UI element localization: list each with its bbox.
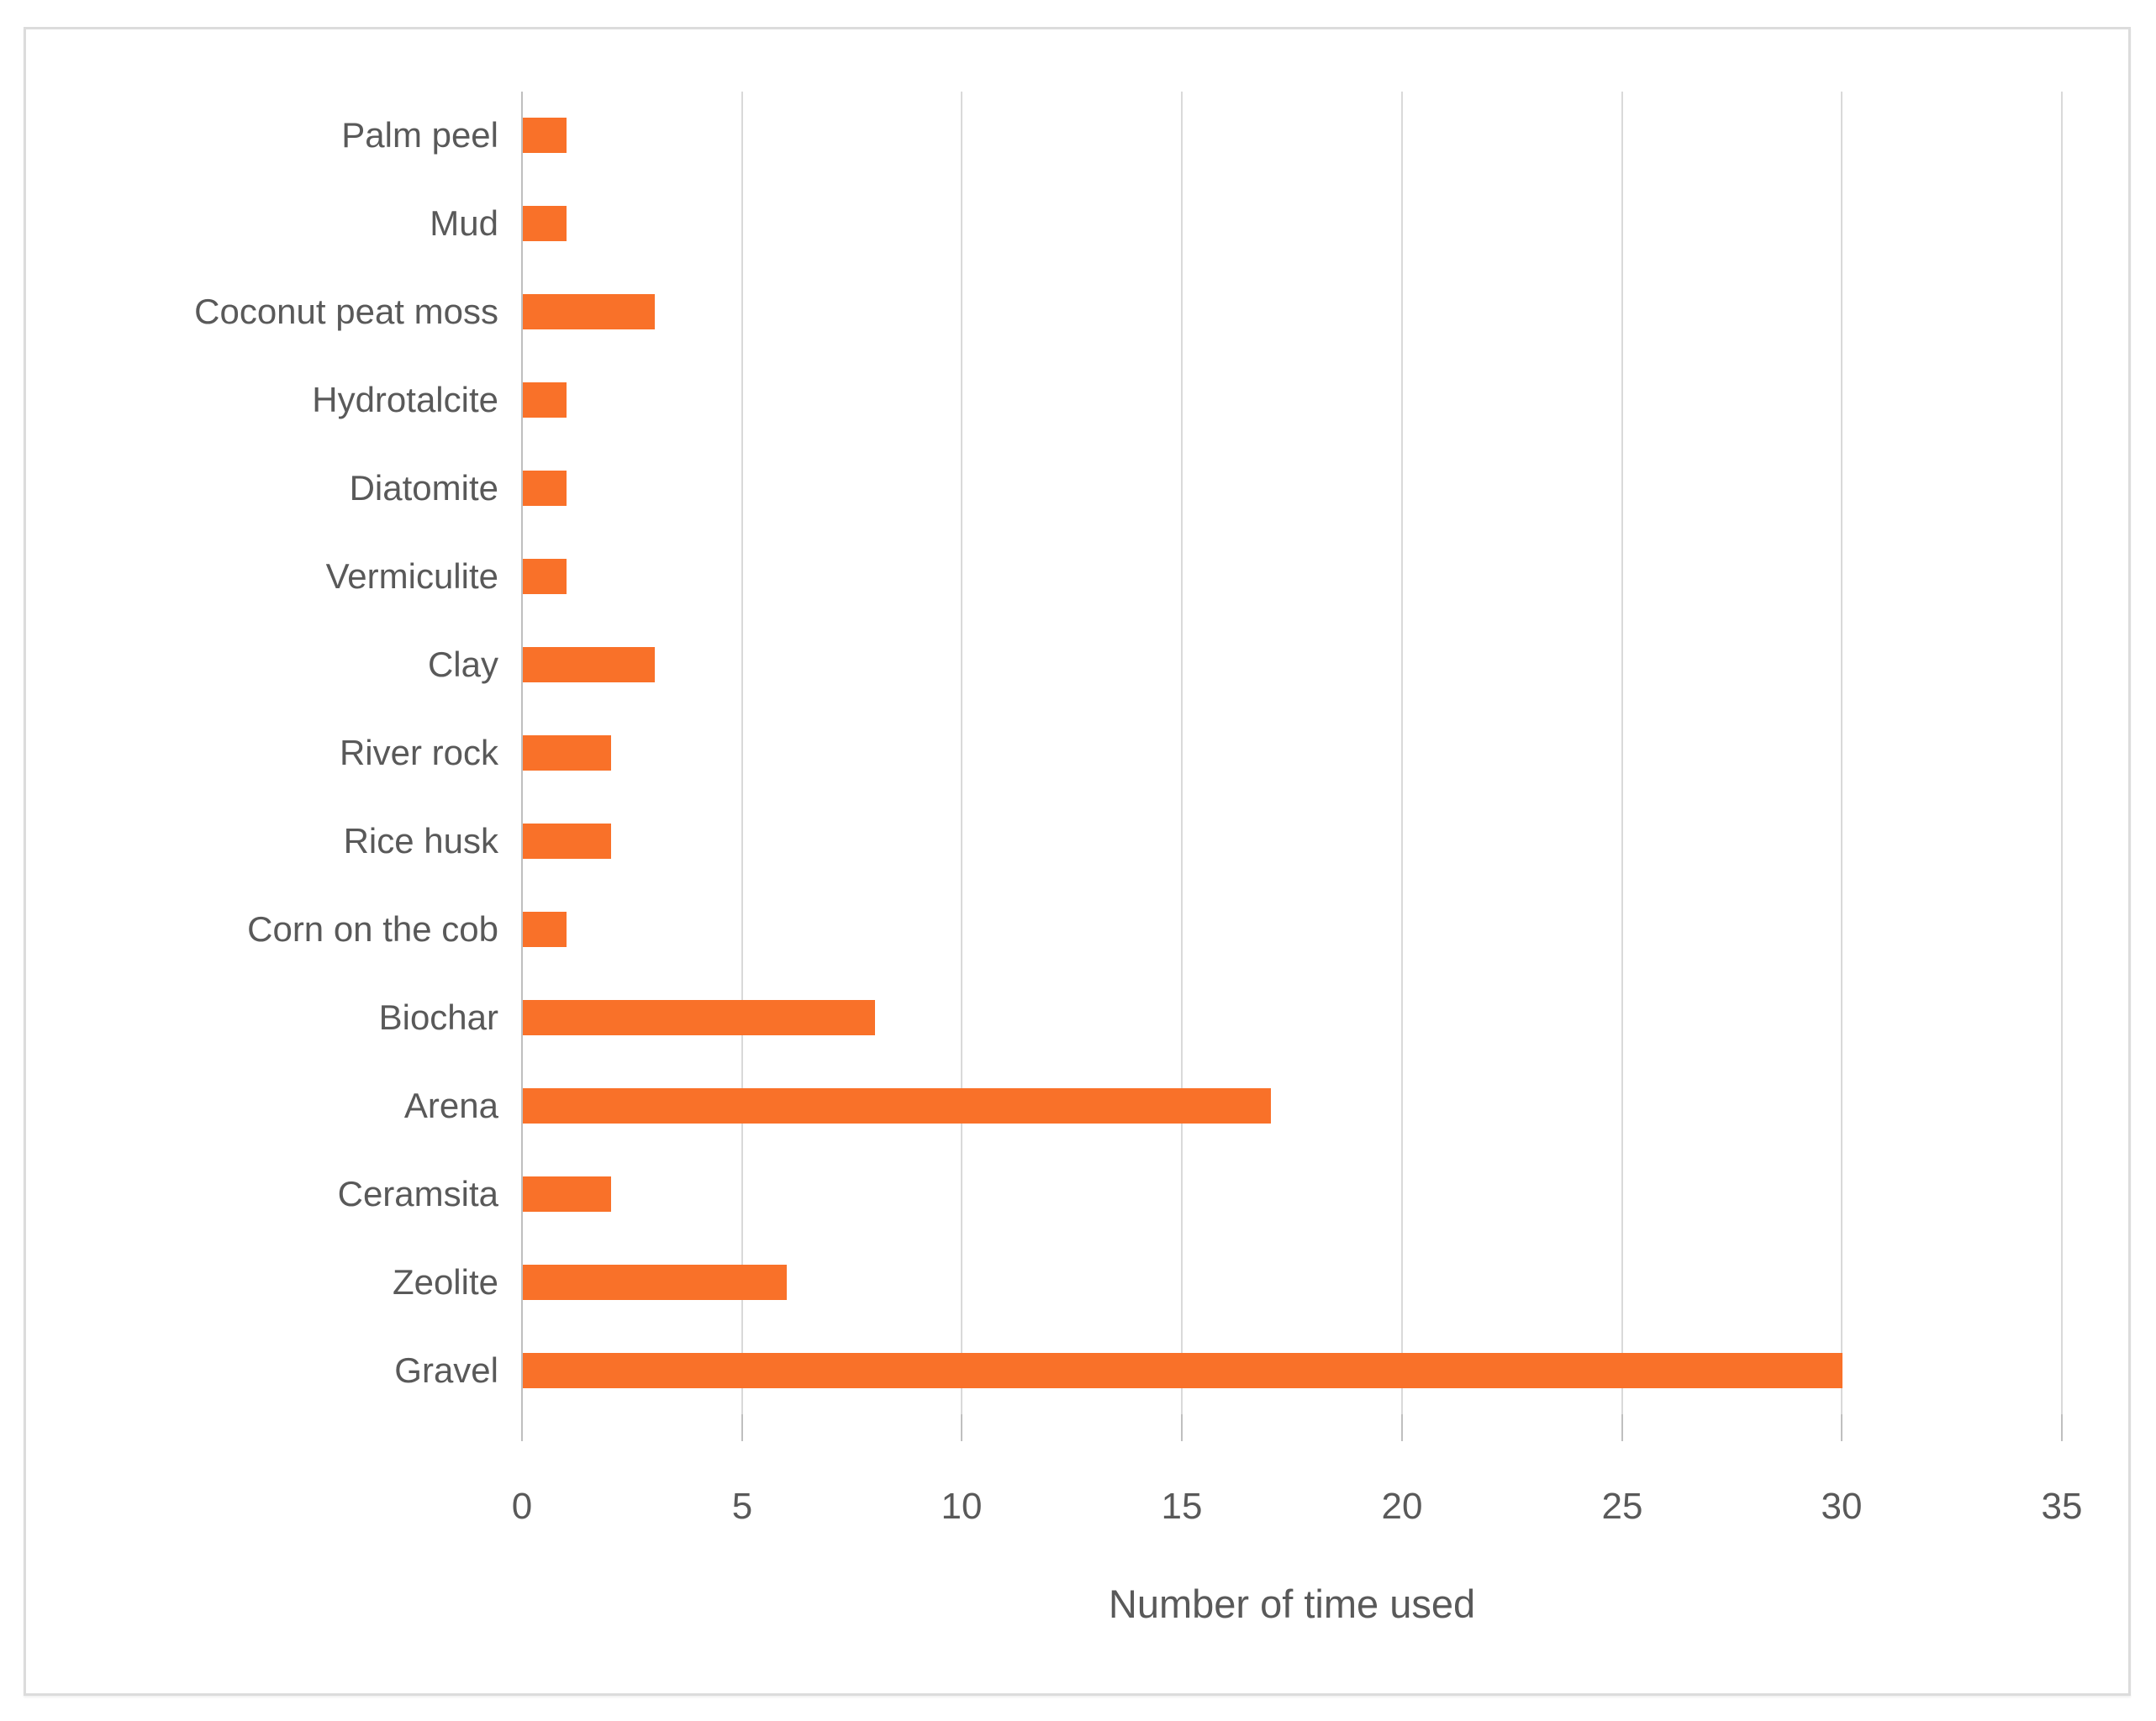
bar-ceramsita — [523, 1176, 611, 1212]
category-label-diatomite: Diatomite — [349, 468, 498, 508]
plot-area — [521, 92, 2063, 1414]
gridline-25 — [1621, 92, 1623, 1414]
tick-mark-5 — [741, 1414, 743, 1441]
category-label-zeolite: Zeolite — [392, 1262, 498, 1302]
bar-zeolite — [523, 1265, 787, 1300]
category-label-vermiculite: Vermiculite — [325, 556, 498, 596]
gridline-20 — [1401, 92, 1403, 1414]
tick-mark-30 — [1841, 1414, 1842, 1441]
category-label-biochar: Biochar — [378, 997, 498, 1037]
category-label-arena: Arena — [403, 1086, 498, 1125]
bar-corn-on-the-cob — [523, 912, 567, 947]
x-tick-label-10: 10 — [941, 1486, 983, 1527]
x-tick-label-30: 30 — [1821, 1486, 1863, 1527]
chart-frame: Palm peel Mud Coconut peat moss Hydrotalcit… — [24, 27, 2131, 1696]
bar-diatomite — [523, 471, 567, 506]
category-label-rice-husk: Rice husk — [343, 821, 498, 860]
gridline-35 — [2061, 92, 2063, 1414]
tick-mark-0 — [521, 1414, 523, 1441]
bar-rice-husk — [523, 824, 611, 859]
bar-river-rock — [523, 735, 611, 771]
gridline-5 — [741, 92, 743, 1414]
category-label-ceramsita: Ceramsita — [337, 1174, 498, 1213]
x-tick-label-5: 5 — [731, 1486, 753, 1527]
bar-arena — [523, 1088, 1271, 1124]
bar-gravel — [523, 1353, 1842, 1388]
category-label-river-rock: River rock — [339, 733, 498, 772]
bar-palm-peel — [523, 118, 567, 153]
bar-vermiculite — [523, 559, 567, 594]
bar-coconut-peat-moss — [523, 294, 655, 329]
bar-biochar — [523, 1000, 875, 1035]
category-label-coconut-peat-moss: Coconut peat moss — [194, 292, 498, 331]
tick-mark-35 — [2061, 1414, 2063, 1441]
x-tick-label-15: 15 — [1161, 1486, 1203, 1527]
bar-hydrotalcite — [523, 382, 567, 418]
tick-mark-10 — [961, 1414, 962, 1441]
category-label-corn-on-the-cob: Corn on the cob — [247, 909, 498, 949]
x-tick-label-35: 35 — [2041, 1486, 2083, 1527]
category-label-palm-peel: Palm peel — [341, 115, 498, 155]
tick-mark-20 — [1401, 1414, 1403, 1441]
gridline-10 — [961, 92, 962, 1414]
category-label-gravel: Gravel — [394, 1350, 498, 1390]
x-tick-label-25: 25 — [1601, 1486, 1643, 1527]
category-label-hydrotalcite: Hydrotalcite — [312, 380, 498, 419]
gridline-30 — [1841, 92, 1842, 1414]
x-tick-label-0: 0 — [511, 1486, 533, 1527]
bar-clay — [523, 647, 655, 682]
x-tick-label-20: 20 — [1381, 1486, 1423, 1527]
tick-mark-25 — [1621, 1414, 1623, 1441]
x-axis-title: Number of time used — [1108, 1582, 1476, 1626]
category-label-clay: Clay — [427, 645, 498, 684]
gridline-15 — [1181, 92, 1183, 1414]
tick-mark-15 — [1181, 1414, 1183, 1441]
y-axis-line — [521, 92, 523, 1414]
bar-mud — [523, 206, 567, 241]
category-label-mud: Mud — [430, 203, 498, 243]
